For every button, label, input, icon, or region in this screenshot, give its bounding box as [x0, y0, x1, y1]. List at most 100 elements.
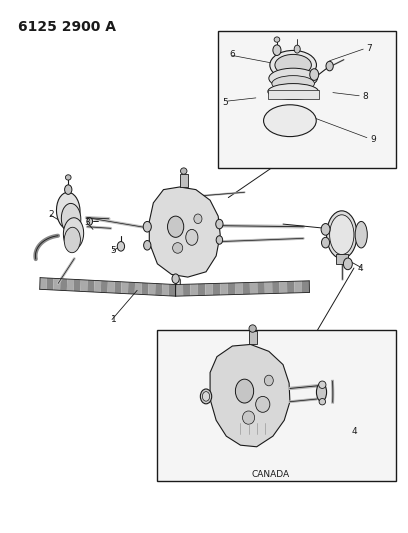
Text: 9: 9	[370, 135, 376, 144]
Ellipse shape	[269, 68, 317, 88]
Polygon shape	[210, 344, 290, 447]
Ellipse shape	[235, 379, 254, 403]
Ellipse shape	[63, 218, 84, 249]
Ellipse shape	[194, 214, 202, 223]
Polygon shape	[128, 282, 135, 294]
Ellipse shape	[326, 211, 357, 259]
Ellipse shape	[321, 223, 330, 235]
Polygon shape	[114, 281, 122, 294]
Polygon shape	[40, 278, 47, 289]
Ellipse shape	[330, 215, 354, 255]
Polygon shape	[101, 281, 108, 293]
Polygon shape	[279, 281, 287, 293]
Ellipse shape	[270, 51, 317, 79]
Ellipse shape	[216, 236, 223, 244]
Polygon shape	[149, 187, 220, 277]
Ellipse shape	[273, 45, 281, 55]
Polygon shape	[135, 282, 142, 294]
Bar	[268, 90, 319, 100]
Bar	[336, 254, 348, 264]
Ellipse shape	[344, 258, 353, 270]
Ellipse shape	[242, 411, 255, 424]
Polygon shape	[121, 282, 128, 294]
Text: 4: 4	[352, 427, 357, 437]
Ellipse shape	[180, 168, 187, 174]
Ellipse shape	[168, 216, 184, 237]
Polygon shape	[67, 279, 74, 291]
Ellipse shape	[274, 37, 280, 42]
Polygon shape	[235, 282, 243, 295]
Polygon shape	[47, 278, 53, 290]
Ellipse shape	[319, 381, 326, 389]
Ellipse shape	[172, 274, 179, 284]
Bar	[218, 30, 397, 168]
Ellipse shape	[355, 221, 367, 248]
Ellipse shape	[264, 105, 316, 136]
Ellipse shape	[326, 61, 333, 71]
Ellipse shape	[275, 54, 311, 76]
Ellipse shape	[200, 389, 212, 404]
Polygon shape	[257, 282, 265, 294]
Text: 1: 1	[111, 315, 117, 324]
Ellipse shape	[65, 175, 71, 180]
Polygon shape	[302, 281, 309, 293]
Ellipse shape	[319, 399, 326, 405]
Polygon shape	[242, 282, 250, 294]
Polygon shape	[169, 284, 176, 296]
Ellipse shape	[186, 229, 198, 245]
Polygon shape	[94, 280, 101, 293]
Ellipse shape	[294, 45, 300, 53]
Text: 2: 2	[48, 210, 53, 219]
Polygon shape	[220, 283, 228, 295]
Text: 7: 7	[366, 44, 372, 53]
Text: 6125 2900 A: 6125 2900 A	[18, 20, 115, 34]
Ellipse shape	[64, 185, 72, 195]
Polygon shape	[80, 280, 88, 292]
Text: 6: 6	[229, 50, 235, 59]
Polygon shape	[87, 280, 94, 292]
Polygon shape	[198, 284, 206, 296]
Ellipse shape	[272, 76, 315, 92]
Text: 4: 4	[358, 264, 364, 272]
Bar	[180, 174, 188, 187]
Polygon shape	[213, 284, 220, 295]
Text: 8: 8	[362, 92, 368, 101]
Polygon shape	[142, 283, 149, 295]
Ellipse shape	[216, 219, 223, 229]
Polygon shape	[228, 283, 235, 295]
Bar	[248, 331, 257, 344]
Polygon shape	[191, 284, 198, 296]
Ellipse shape	[143, 221, 151, 232]
Polygon shape	[250, 282, 257, 294]
Polygon shape	[108, 281, 115, 293]
Ellipse shape	[264, 375, 273, 386]
Polygon shape	[60, 279, 67, 290]
Bar	[157, 330, 397, 481]
Polygon shape	[183, 284, 191, 296]
Polygon shape	[149, 283, 155, 295]
Ellipse shape	[61, 204, 81, 234]
Text: 3: 3	[84, 218, 90, 227]
Ellipse shape	[64, 227, 80, 253]
Polygon shape	[155, 284, 162, 295]
Ellipse shape	[117, 241, 124, 251]
Text: 5: 5	[222, 98, 228, 107]
Ellipse shape	[202, 392, 210, 401]
Ellipse shape	[249, 325, 256, 332]
Ellipse shape	[317, 383, 326, 401]
Ellipse shape	[56, 192, 80, 229]
Ellipse shape	[268, 84, 319, 100]
Text: 5: 5	[110, 246, 116, 255]
Polygon shape	[295, 281, 302, 293]
Ellipse shape	[310, 69, 319, 80]
Polygon shape	[74, 279, 81, 292]
Polygon shape	[175, 284, 183, 296]
Polygon shape	[162, 284, 169, 296]
Ellipse shape	[173, 243, 183, 253]
Ellipse shape	[87, 217, 93, 225]
Text: CANADA: CANADA	[252, 471, 290, 479]
Ellipse shape	[256, 397, 270, 413]
Polygon shape	[265, 282, 272, 294]
Polygon shape	[287, 281, 295, 293]
Polygon shape	[53, 278, 60, 290]
